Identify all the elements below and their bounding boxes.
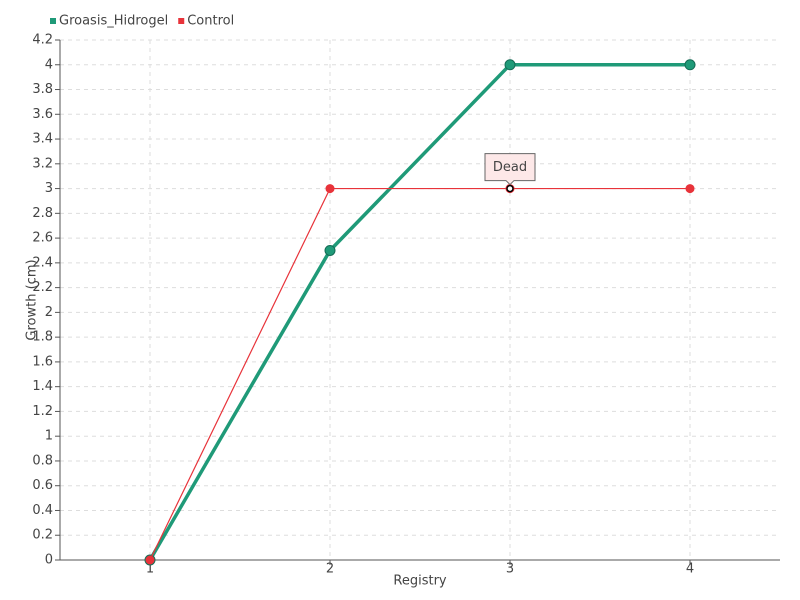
y-tick-label: 4.2 <box>32 33 53 48</box>
legend-label: Control <box>187 14 234 29</box>
y-tick-label: 0.4 <box>32 503 53 518</box>
legend-label: Groasis_Hidrogel <box>59 14 168 29</box>
x-axis-label: Registry <box>393 574 447 589</box>
y-tick-label: 1.8 <box>32 330 53 345</box>
y-tick-label: 3.6 <box>32 107 53 122</box>
y-tick-label: 4 <box>45 57 53 72</box>
data-point <box>145 555 155 565</box>
x-tick-label: 3 <box>506 562 514 577</box>
y-tick-label: 2.8 <box>32 206 53 221</box>
legend-swatch <box>178 18 185 24</box>
y-tick-label: 3 <box>45 181 53 196</box>
annotation-box <box>484 153 536 186</box>
x-tick-label: 4 <box>686 562 694 577</box>
series-line <box>148 63 690 561</box>
y-tick-label: 3.4 <box>32 132 53 147</box>
y-tick-label: 2.2 <box>32 280 53 295</box>
data-point <box>684 59 696 71</box>
y-tick-label: 2.4 <box>32 255 53 270</box>
y-tick-label: 0.2 <box>32 528 53 543</box>
data-point <box>324 244 336 256</box>
data-point <box>325 184 335 194</box>
annotation-text: Dead <box>493 160 527 175</box>
y-axis-label: Growth (cm) <box>25 259 40 340</box>
y-tick-label: 0.6 <box>32 478 53 493</box>
y-tick-label: 1.6 <box>32 354 53 369</box>
x-tick-label: 2 <box>326 562 334 577</box>
y-tick-label: 1.2 <box>32 404 53 419</box>
y-tick-label: 3.2 <box>32 156 53 171</box>
data-point <box>685 184 695 194</box>
y-tick-label: 1 <box>45 429 53 444</box>
y-tick-label: 0 <box>45 553 53 568</box>
annotation-point <box>506 184 514 193</box>
y-tick-label: 3.8 <box>32 82 53 97</box>
x-tick-label: 1 <box>146 562 154 577</box>
series-line <box>149 187 690 561</box>
y-tick-label: 2 <box>45 305 53 320</box>
y-tick-label: 0.8 <box>32 453 53 468</box>
y-tick-label: 2.6 <box>32 231 53 246</box>
data-point <box>504 59 516 71</box>
y-tick-label: 1.4 <box>32 379 53 394</box>
legend-swatch <box>50 18 56 24</box>
